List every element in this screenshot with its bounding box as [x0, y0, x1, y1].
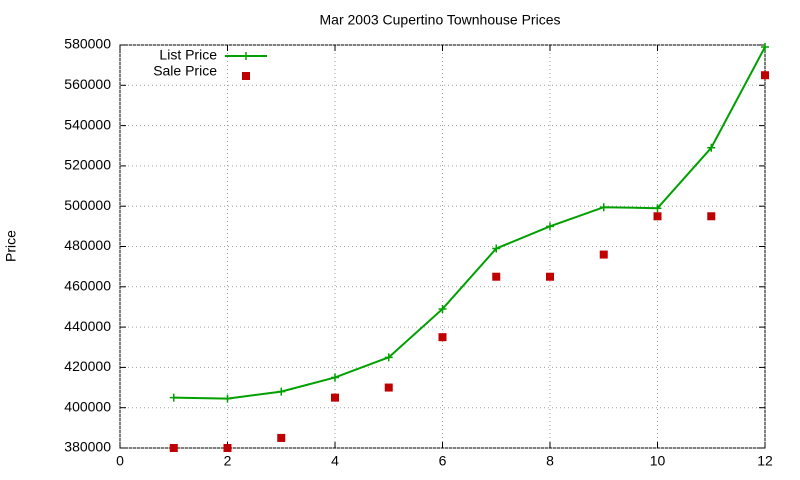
point	[331, 393, 339, 402]
legend-label: Sale Price	[153, 63, 217, 79]
point	[707, 143, 716, 152]
x-tick-label: 6	[439, 453, 447, 469]
y-tick-label: 400000	[64, 398, 111, 414]
point	[492, 272, 501, 281]
point	[223, 394, 232, 403]
point	[492, 244, 501, 253]
point	[599, 203, 608, 212]
point	[438, 304, 447, 313]
point	[546, 272, 554, 281]
point	[761, 71, 769, 80]
x-tick-label: 0	[116, 453, 124, 469]
y-tick-label: 480000	[64, 237, 111, 253]
y-tick-label: 560000	[64, 76, 111, 92]
point	[546, 222, 554, 231]
point	[707, 212, 716, 221]
point	[761, 43, 769, 52]
line	[173, 46, 766, 400]
y-tick-label: 440000	[64, 318, 111, 334]
y-tick-label: 520000	[64, 157, 111, 173]
point	[438, 333, 447, 342]
point	[653, 212, 662, 221]
point	[653, 204, 662, 213]
legend-swatch	[242, 52, 250, 60]
y-tick-label: 540000	[64, 116, 111, 132]
x-tick-label: 12	[757, 453, 773, 469]
x-tick-label: 2	[224, 453, 232, 469]
point	[169, 444, 178, 452]
y-tick-label: 420000	[64, 358, 111, 374]
y-tick-label: 500000	[64, 197, 111, 213]
legend-label: List Price	[159, 47, 217, 63]
y-tick-label: 380000	[64, 439, 111, 455]
chart-title: Mar 2003 Cupertino Townhouse Prices	[320, 12, 561, 28]
point	[384, 353, 393, 362]
x-tick-label: 8	[546, 453, 554, 469]
x-tick-label: 10	[650, 453, 666, 469]
y-tick-label: 580000	[64, 36, 111, 52]
point	[169, 393, 178, 402]
y-axis-label: Price	[3, 230, 19, 262]
point	[331, 373, 339, 382]
point	[277, 387, 286, 396]
legend-swatch	[242, 72, 250, 80]
point	[599, 250, 608, 259]
point	[384, 383, 393, 392]
y-tick-label: 460000	[64, 278, 111, 294]
point	[223, 444, 232, 452]
x-tick-label: 4	[331, 453, 339, 469]
point	[277, 433, 286, 442]
